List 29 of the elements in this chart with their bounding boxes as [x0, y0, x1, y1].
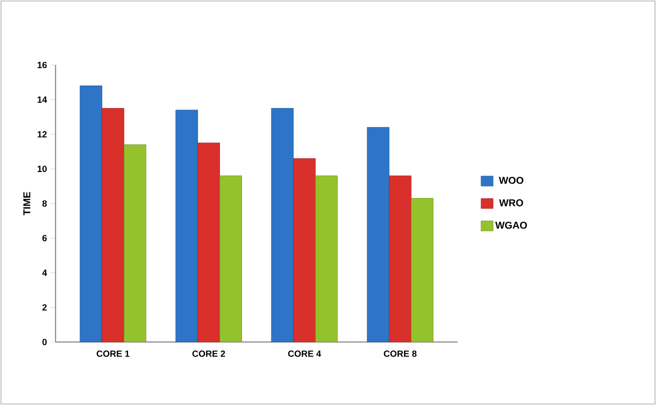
y-tick-label: 10 [38, 166, 47, 172]
y-axis-title: TIME [23, 192, 30, 216]
x-tick-label: CORE 1 [96, 350, 130, 357]
legend-label: WRO [499, 199, 524, 206]
y-tick-label: 6 [42, 234, 47, 242]
bar [124, 144, 146, 342]
x-tick-label: CORE 8 [384, 350, 417, 357]
bar [102, 108, 124, 342]
bar [176, 110, 198, 342]
bar [410, 198, 434, 342]
y-tick-label: 0 [42, 338, 47, 346]
y-tick-label: 12 [38, 131, 47, 138]
bar [366, 127, 390, 342]
y-tick-label: 8 [42, 200, 47, 207]
bar [198, 142, 220, 342]
legend-label: WOO [498, 176, 524, 184]
y-tick-label: 2 [42, 304, 47, 311]
bar [271, 108, 294, 342]
bar [315, 176, 338, 342]
y-tick-label: 16 [38, 62, 47, 68]
y-tick-label: 14 [38, 96, 48, 103]
x-tick-label: CORE 4 [288, 350, 322, 357]
legend-label: WGAO [495, 222, 527, 229]
bar [388, 176, 412, 342]
bar [80, 86, 102, 342]
x-tick-label: CORE 2 [192, 350, 226, 357]
y-tick-label: 4 [42, 270, 48, 276]
bar [220, 176, 242, 342]
bar [293, 158, 316, 342]
